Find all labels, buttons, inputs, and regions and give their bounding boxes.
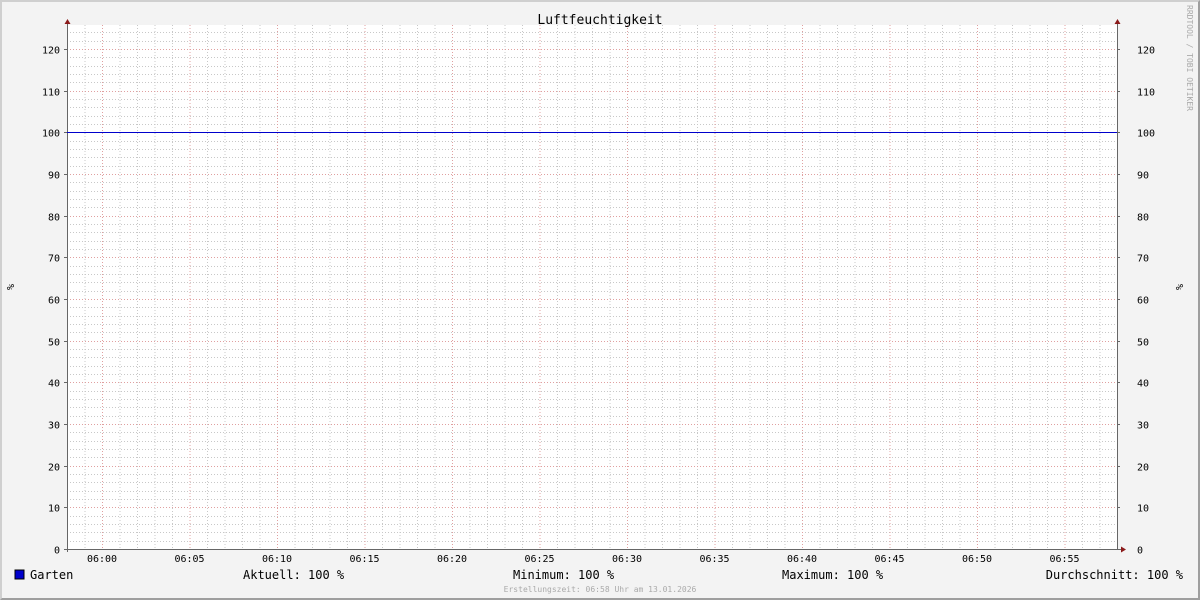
y-tick-label-right: 0 [1137,546,1143,557]
y-tick-label-right: 30 [1137,421,1149,432]
y-tick-label: 0 [54,546,60,557]
x-tick-label: 06:15 [349,554,379,565]
x-tick-label: 06:25 [524,554,554,565]
y-tick-label: 50 [48,338,60,349]
x-tick-label: 06:55 [1049,554,1079,565]
legend-swatch-garten [14,569,25,580]
y-tick-label: 110 [42,88,60,99]
x-tick-label: 06:40 [787,554,817,565]
y-tick-label: 30 [48,421,60,432]
x-tick-label: 06:35 [699,554,729,565]
y-tick-label: 90 [48,171,60,182]
y-tick-label-right: 60 [1137,296,1149,307]
y-tick-label: 80 [48,213,60,224]
y-axis-right-arrow [1114,19,1121,24]
x-tick-label: 06:10 [262,554,292,565]
x-tick-label: 06:45 [874,554,904,565]
x-tick-label: 06:50 [962,554,992,565]
y-tick-label-right: 70 [1137,254,1149,265]
y-tick-label: 70 [48,254,60,265]
watermark: RRDTOOL / TOBI OETIKER [1185,5,1194,111]
x-tick-label: 06:30 [612,554,642,565]
y-tick-label-right: 40 [1137,379,1149,390]
legend-minimum: Minimum: 100 % [513,568,615,582]
y-axis-label-right: % [1175,284,1186,290]
x-tick-label: 06:00 [87,554,117,565]
y-tick-label: 120 [42,46,60,57]
y-tick-label-right: 20 [1137,463,1149,474]
legend-current: Aktuell: 100 % [243,568,345,582]
y-tick-label-right: 90 [1137,171,1149,182]
y-tick-label-right: 10 [1137,504,1149,515]
y-tick-label: 20 [48,463,60,474]
legend-maximum: Maximum: 100 % [782,568,884,582]
y-axis-label: % [6,284,17,290]
x-tick-label: 06:05 [174,554,204,565]
y-tick-label: 10 [48,504,60,515]
y-tick-label-right: 80 [1137,213,1149,224]
y-tick-label-right: 110 [1137,88,1155,99]
legend-series-name: Garten [30,568,73,582]
y-tick-label-right: 50 [1137,338,1149,349]
y-tick-label-right: 120 [1137,46,1155,57]
footer-timestamp: Erstellungszeit: 06:58 Uhr am 13.01.2026 [504,585,697,594]
y-axis-arrow [64,19,71,24]
y-tick-label: 40 [48,379,60,390]
x-axis-arrow [1121,546,1126,553]
y-tick-label: 100 [42,129,60,140]
legend-average: Durchschnitt: 100 % [1046,568,1184,582]
y-tick-label: 60 [48,296,60,307]
chart-title: Luftfeuchtigkeit [537,13,662,28]
x-tick-label: 06:20 [437,554,467,565]
y-tick-label-right: 100 [1137,129,1155,140]
